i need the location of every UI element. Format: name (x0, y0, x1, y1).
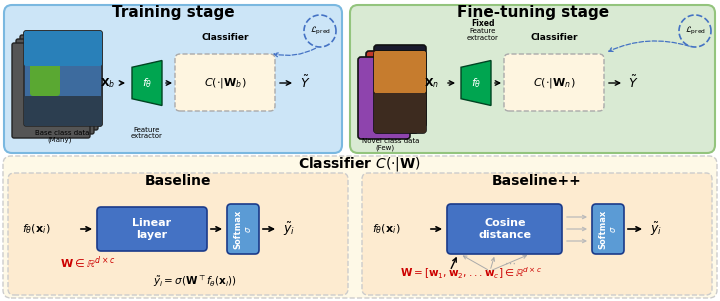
Text: Training stage: Training stage (112, 5, 234, 20)
FancyBboxPatch shape (374, 51, 426, 93)
Polygon shape (132, 61, 162, 105)
Text: $\tilde{y}_i=\sigma(\mathbf{W}^\top f_\theta(\mathbf{x}_i))$: $\tilde{y}_i=\sigma(\mathbf{W}^\top f_\t… (153, 273, 237, 289)
Text: Base class data: Base class data (35, 130, 89, 136)
FancyBboxPatch shape (504, 54, 604, 111)
Text: $f_\theta$: $f_\theta$ (142, 76, 152, 90)
Text: $f_\theta(\mathbf{x}_i)$: $f_\theta(\mathbf{x}_i)$ (372, 222, 400, 236)
FancyBboxPatch shape (362, 173, 712, 295)
Text: $\mathcal{L}_{\mathrm{pred}}$: $\mathcal{L}_{\mathrm{pred}}$ (685, 25, 706, 37)
Text: $\cdots$: $\cdots$ (504, 258, 516, 268)
Text: Cosine
distance: Cosine distance (479, 218, 531, 240)
Text: Softmax
$\sigma$: Softmax $\sigma$ (598, 209, 618, 249)
Text: Feature
extractor: Feature extractor (131, 126, 163, 139)
FancyBboxPatch shape (24, 31, 102, 126)
Text: Baseline: Baseline (145, 174, 211, 188)
Polygon shape (461, 61, 491, 105)
Text: $\mathbf{W}=[\mathbf{w}_1,\mathbf{w}_2,...\mathbf{w}_c]\in\mathbb{R}^{d\times c}: $\mathbf{W}=[\mathbf{w}_1,\mathbf{w}_2,.… (400, 265, 542, 281)
Text: Classifier $C(\cdot|\mathbf{W})$: Classifier $C(\cdot|\mathbf{W})$ (298, 155, 422, 173)
Text: $\tilde{y}_i$: $\tilde{y}_i$ (283, 220, 295, 238)
FancyBboxPatch shape (374, 45, 426, 127)
Text: Novel class data: Novel class data (362, 138, 419, 144)
FancyBboxPatch shape (374, 93, 426, 133)
FancyBboxPatch shape (24, 31, 102, 66)
Text: Fine-tuning stage: Fine-tuning stage (457, 5, 609, 20)
FancyBboxPatch shape (12, 43, 90, 138)
FancyBboxPatch shape (4, 5, 342, 153)
Text: Linear
layer: Linear layer (132, 218, 171, 240)
Text: Classifier: Classifier (202, 33, 248, 42)
Text: Classifier: Classifier (530, 33, 577, 42)
Text: $\tilde{Y}$: $\tilde{Y}$ (300, 75, 310, 91)
FancyBboxPatch shape (366, 51, 418, 133)
FancyBboxPatch shape (175, 54, 275, 111)
Text: $\mathcal{L}_{\mathrm{pred}}$: $\mathcal{L}_{\mathrm{pred}}$ (310, 25, 330, 37)
FancyBboxPatch shape (97, 207, 207, 251)
Text: (Few): (Few) (375, 145, 394, 151)
FancyBboxPatch shape (20, 35, 98, 130)
FancyBboxPatch shape (227, 204, 259, 254)
FancyBboxPatch shape (447, 204, 562, 254)
Text: $f_\theta(\mathbf{x}_i)$: $f_\theta(\mathbf{x}_i)$ (22, 222, 50, 236)
FancyBboxPatch shape (30, 61, 60, 96)
Text: $\mathbf{X}_n$: $\mathbf{X}_n$ (425, 76, 439, 90)
Text: extractor: extractor (467, 35, 499, 41)
FancyBboxPatch shape (592, 204, 624, 254)
FancyBboxPatch shape (8, 173, 348, 295)
Text: $C(\cdot|\mathbf{W}_b)$: $C(\cdot|\mathbf{W}_b)$ (204, 76, 246, 90)
Text: $\mathbf{W}\in\mathbb{R}^{d\times c}$: $\mathbf{W}\in\mathbb{R}^{d\times c}$ (60, 255, 115, 271)
FancyBboxPatch shape (16, 39, 94, 134)
Text: Fixed: Fixed (472, 18, 495, 27)
Text: $\mathbf{X}_b$: $\mathbf{X}_b$ (100, 76, 116, 90)
Text: $\tilde{y}_i$: $\tilde{y}_i$ (650, 220, 662, 238)
Text: $f_\theta$: $f_\theta$ (471, 76, 481, 90)
FancyBboxPatch shape (350, 5, 715, 153)
Text: $\tilde{Y}$: $\tilde{Y}$ (628, 75, 639, 91)
Text: (Many): (Many) (47, 137, 71, 143)
Text: Feature: Feature (470, 28, 496, 34)
Text: Softmax
$\sigma$: Softmax $\sigma$ (233, 209, 253, 249)
FancyBboxPatch shape (374, 51, 426, 133)
Text: $C(\cdot|\mathbf{W}_n)$: $C(\cdot|\mathbf{W}_n)$ (533, 76, 575, 90)
FancyBboxPatch shape (24, 96, 102, 126)
Text: Baseline++: Baseline++ (492, 174, 582, 188)
FancyBboxPatch shape (24, 31, 102, 126)
FancyBboxPatch shape (3, 156, 717, 298)
FancyBboxPatch shape (358, 57, 410, 139)
